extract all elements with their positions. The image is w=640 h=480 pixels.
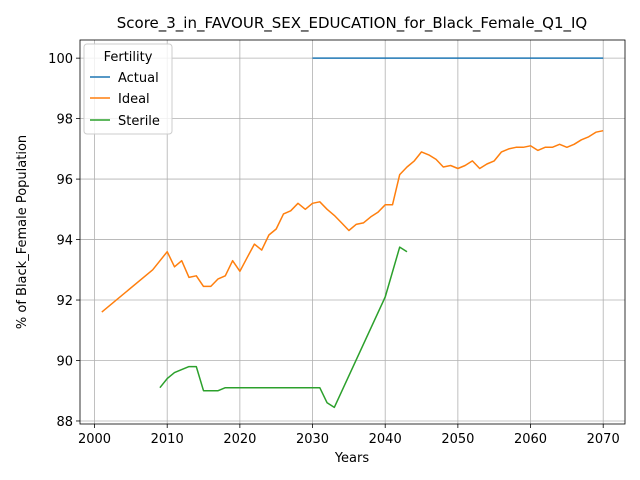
x-tick-label: 2010 — [151, 432, 184, 447]
legend: Fertility Actual Ideal Sterile — [83, 43, 173, 135]
y-tick-label: 92 — [56, 294, 73, 309]
series-lines — [101, 57, 604, 409]
y-tick-label: 96 — [56, 173, 73, 188]
axis-ticks: 2000 2010 2020 2030 2040 2050 2060 2070 88 90 92 94… — [48, 52, 620, 447]
series-line-sterile — [159, 246, 408, 409]
chart-title: Score_3_in_FAVOUR_SEX_EDUCATION_for_Blac… — [117, 14, 587, 33]
y-tick-label: 100 — [48, 52, 73, 67]
legend-label-sterile: Sterile — [118, 114, 160, 129]
series-line-ideal — [101, 129, 604, 313]
x-tick-label: 2060 — [514, 432, 547, 447]
y-tick-label: 98 — [56, 113, 73, 128]
legend-label-ideal: Ideal — [118, 92, 150, 107]
grid — [80, 40, 625, 424]
plot-frame — [79, 39, 626, 425]
legend-label-actual: Actual — [118, 71, 159, 86]
x-tick-label: 2030 — [296, 432, 329, 447]
x-tick-label: 2000 — [78, 432, 111, 447]
x-tick-label: 2050 — [441, 432, 474, 447]
y-axis-label: % of Black_Female Population — [15, 135, 30, 329]
legend-box — [83, 43, 173, 135]
x-tick-label: 2040 — [369, 432, 402, 447]
y-tick-label: 88 — [56, 415, 73, 430]
x-tick-label: 2020 — [223, 432, 256, 447]
legend-title: Fertility — [104, 50, 153, 65]
x-axis-label: Years — [334, 451, 370, 466]
x-tick-label: 2070 — [587, 432, 620, 447]
y-tick-label: 90 — [56, 355, 73, 370]
y-tick-label: 94 — [56, 234, 73, 249]
